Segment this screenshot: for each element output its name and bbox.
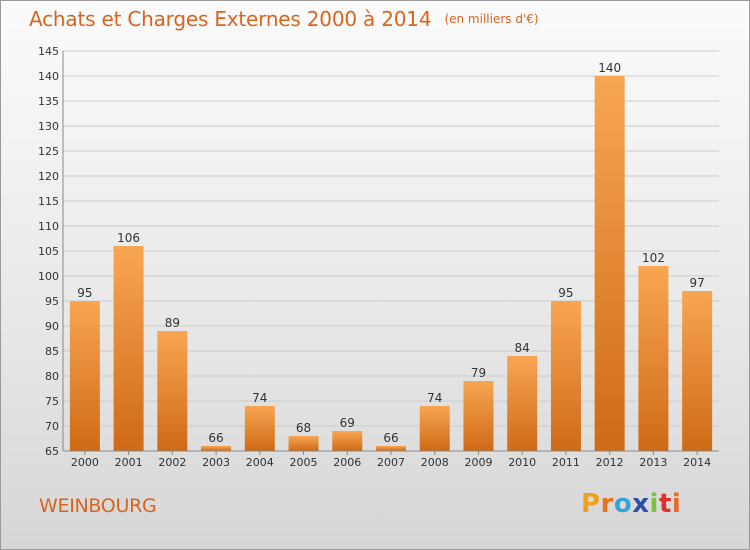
data-label: 89 — [165, 316, 180, 330]
y-tick-label: 95 — [45, 295, 59, 308]
y-tick-label: 75 — [45, 395, 59, 408]
proxiti-logo: Proxiti — [581, 489, 681, 519]
y-tick-label: 100 — [38, 270, 59, 283]
bar — [507, 356, 538, 451]
bar — [244, 406, 275, 451]
x-tick-label: 2014 — [683, 456, 711, 469]
bar — [682, 291, 713, 451]
data-label: 97 — [689, 276, 704, 290]
chart-title-text: Achats et Charges Externes 2000 à 2014 — [29, 7, 432, 31]
bar — [69, 301, 100, 451]
data-label: 66 — [383, 431, 398, 445]
logo-letter: P — [581, 489, 601, 519]
data-label: 79 — [471, 366, 486, 380]
x-tick-label: 2012 — [596, 456, 624, 469]
x-tick-label: 2008 — [421, 456, 449, 469]
logo-letter: t — [658, 489, 672, 519]
x-tick-label: 2011 — [552, 456, 580, 469]
x-tick-label: 2006 — [333, 456, 361, 469]
x-tick-label: 2013 — [639, 456, 667, 469]
y-tick-label: 120 — [38, 170, 59, 183]
bar — [463, 381, 494, 451]
y-tick-label: 110 — [38, 220, 59, 233]
bar — [376, 446, 406, 451]
bar — [594, 76, 625, 451]
bar — [638, 266, 669, 451]
y-tick-label: 130 — [38, 120, 59, 133]
x-tick-label: 2002 — [158, 456, 186, 469]
x-tick-label: 2009 — [464, 456, 492, 469]
x-tick-label: 2005 — [290, 456, 318, 469]
x-tick-label: 2004 — [246, 456, 274, 469]
y-tick-label: 70 — [45, 420, 59, 433]
data-label: 102 — [642, 251, 665, 265]
data-label: 84 — [515, 341, 530, 355]
y-tick-label: 85 — [45, 345, 59, 358]
logo-letter: x — [632, 489, 650, 519]
x-tick-label: 2010 — [508, 456, 536, 469]
y-tick-label: 80 — [45, 370, 59, 383]
y-tick-label: 135 — [38, 95, 59, 108]
data-label: 74 — [252, 391, 267, 405]
data-label: 95 — [558, 286, 573, 300]
logo-letter: i — [671, 489, 682, 519]
commune-name: WEINBOURG — [39, 495, 157, 517]
data-label: 95 — [77, 286, 92, 300]
data-label: 106 — [117, 231, 140, 245]
y-tick-label: 145 — [38, 45, 59, 58]
logo-letter: o — [613, 489, 633, 519]
x-tick-label: 2007 — [377, 456, 405, 469]
data-label: 140 — [598, 61, 621, 75]
data-label: 69 — [340, 416, 355, 430]
bar — [550, 301, 581, 451]
bar — [419, 406, 450, 451]
bar-chart: 95 106 89 66 74 68 69 66 74 79 84 95 140 102 97 65 70 75… — [38, 45, 719, 469]
y-tick-label: 115 — [38, 195, 59, 208]
data-label: 66 — [208, 431, 223, 445]
data-label: 74 — [427, 391, 442, 405]
chart-unit: (en milliers d'€) — [444, 12, 539, 26]
chart-title: Achats et Charges Externes 2000 à 2014 (… — [29, 7, 539, 31]
x-tick-label: 2001 — [115, 456, 143, 469]
logo-letter: i — [649, 489, 659, 519]
x-tick-label: 2003 — [202, 456, 230, 469]
bar — [288, 436, 319, 451]
y-tick-label: 105 — [38, 245, 59, 258]
logo-letter: r — [600, 489, 614, 519]
y-tick-label: 90 — [45, 320, 59, 333]
y-tick-label: 125 — [38, 145, 59, 158]
y-tick-label: 140 — [38, 70, 59, 83]
y-tick-label: 65 — [45, 445, 59, 458]
bar — [157, 331, 188, 451]
bar — [201, 446, 232, 451]
x-tick-label: 2000 — [71, 456, 99, 469]
bar — [332, 431, 363, 451]
bar — [113, 246, 144, 451]
data-label: 68 — [296, 421, 311, 435]
